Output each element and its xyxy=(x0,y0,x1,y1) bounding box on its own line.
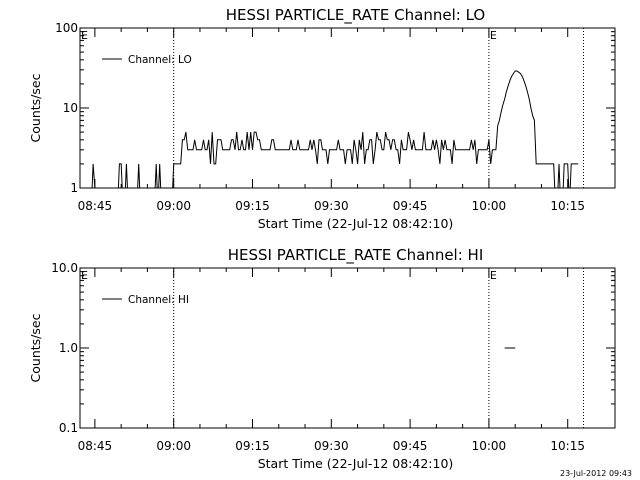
chart-title-lo: HESSI PARTICLE_RATE Channel: LO xyxy=(226,6,485,25)
x-tick-label-hi: 10:00 xyxy=(472,439,507,453)
x-tick-label-hi: 08:45 xyxy=(78,439,113,453)
legend-label-lo: Channel: LO xyxy=(128,54,192,66)
x-tick-label-hi: 09:15 xyxy=(235,439,270,453)
y-axis-label-lo: Counts/sec xyxy=(28,73,43,142)
flag-label-hi: E xyxy=(81,269,88,282)
plot-frame-lo xyxy=(79,27,616,189)
flag-label-lo: E xyxy=(81,29,88,42)
x-tick-label-lo: 10:00 xyxy=(472,199,507,213)
x-tick-label-lo: 08:45 xyxy=(78,199,113,213)
plot-frame-hi xyxy=(79,267,616,429)
x-tick-label-hi: 09:45 xyxy=(393,439,428,453)
flag-label-hi: E xyxy=(490,269,497,282)
x-tick-label-lo: 09:00 xyxy=(156,199,191,213)
panel-lo: HESSI PARTICLE_RATE Channel: LO Counts/se… xyxy=(28,6,616,231)
x-tick-label-hi: 10:15 xyxy=(550,439,585,453)
x-tick-label-hi: 09:30 xyxy=(314,439,349,453)
x-axis-label-lo: Start Time (22-Jul-12 08:42:10) xyxy=(258,216,454,231)
generation-timestamp: 23-Jul-2012 09:43 xyxy=(560,469,632,478)
y-tick-label-hi: 10.0 xyxy=(51,261,78,275)
series-line-lo xyxy=(82,70,579,188)
chart-title-hi: HESSI PARTICLE_RATE Channel: HI xyxy=(228,246,484,265)
x-axis-label-hi: Start Time (22-Jul-12 08:42:10) xyxy=(258,456,454,471)
y-tick-label-hi: 1.0 xyxy=(59,341,78,355)
legend-label-hi: Channel: HI xyxy=(128,294,189,306)
y-tick-label-hi: 0.1 xyxy=(59,421,78,435)
y-tick-label-lo: 10 xyxy=(63,101,78,115)
x-tick-label-lo: 09:30 xyxy=(314,199,349,213)
x-tick-label-hi: 09:00 xyxy=(156,439,191,453)
y-tick-label-lo: 1 xyxy=(70,181,78,195)
panel-hi: HESSI PARTICLE_RATE Channel: HI Counts/se… xyxy=(28,246,616,471)
x-tick-label-lo: 09:45 xyxy=(393,199,428,213)
y-axis-label-hi: Counts/sec xyxy=(28,313,43,382)
x-tick-label-lo: 09:15 xyxy=(235,199,270,213)
x-tick-label-lo: 10:15 xyxy=(550,199,585,213)
y-tick-label-lo: 100 xyxy=(55,21,78,35)
flag-label-lo: E xyxy=(490,29,497,42)
